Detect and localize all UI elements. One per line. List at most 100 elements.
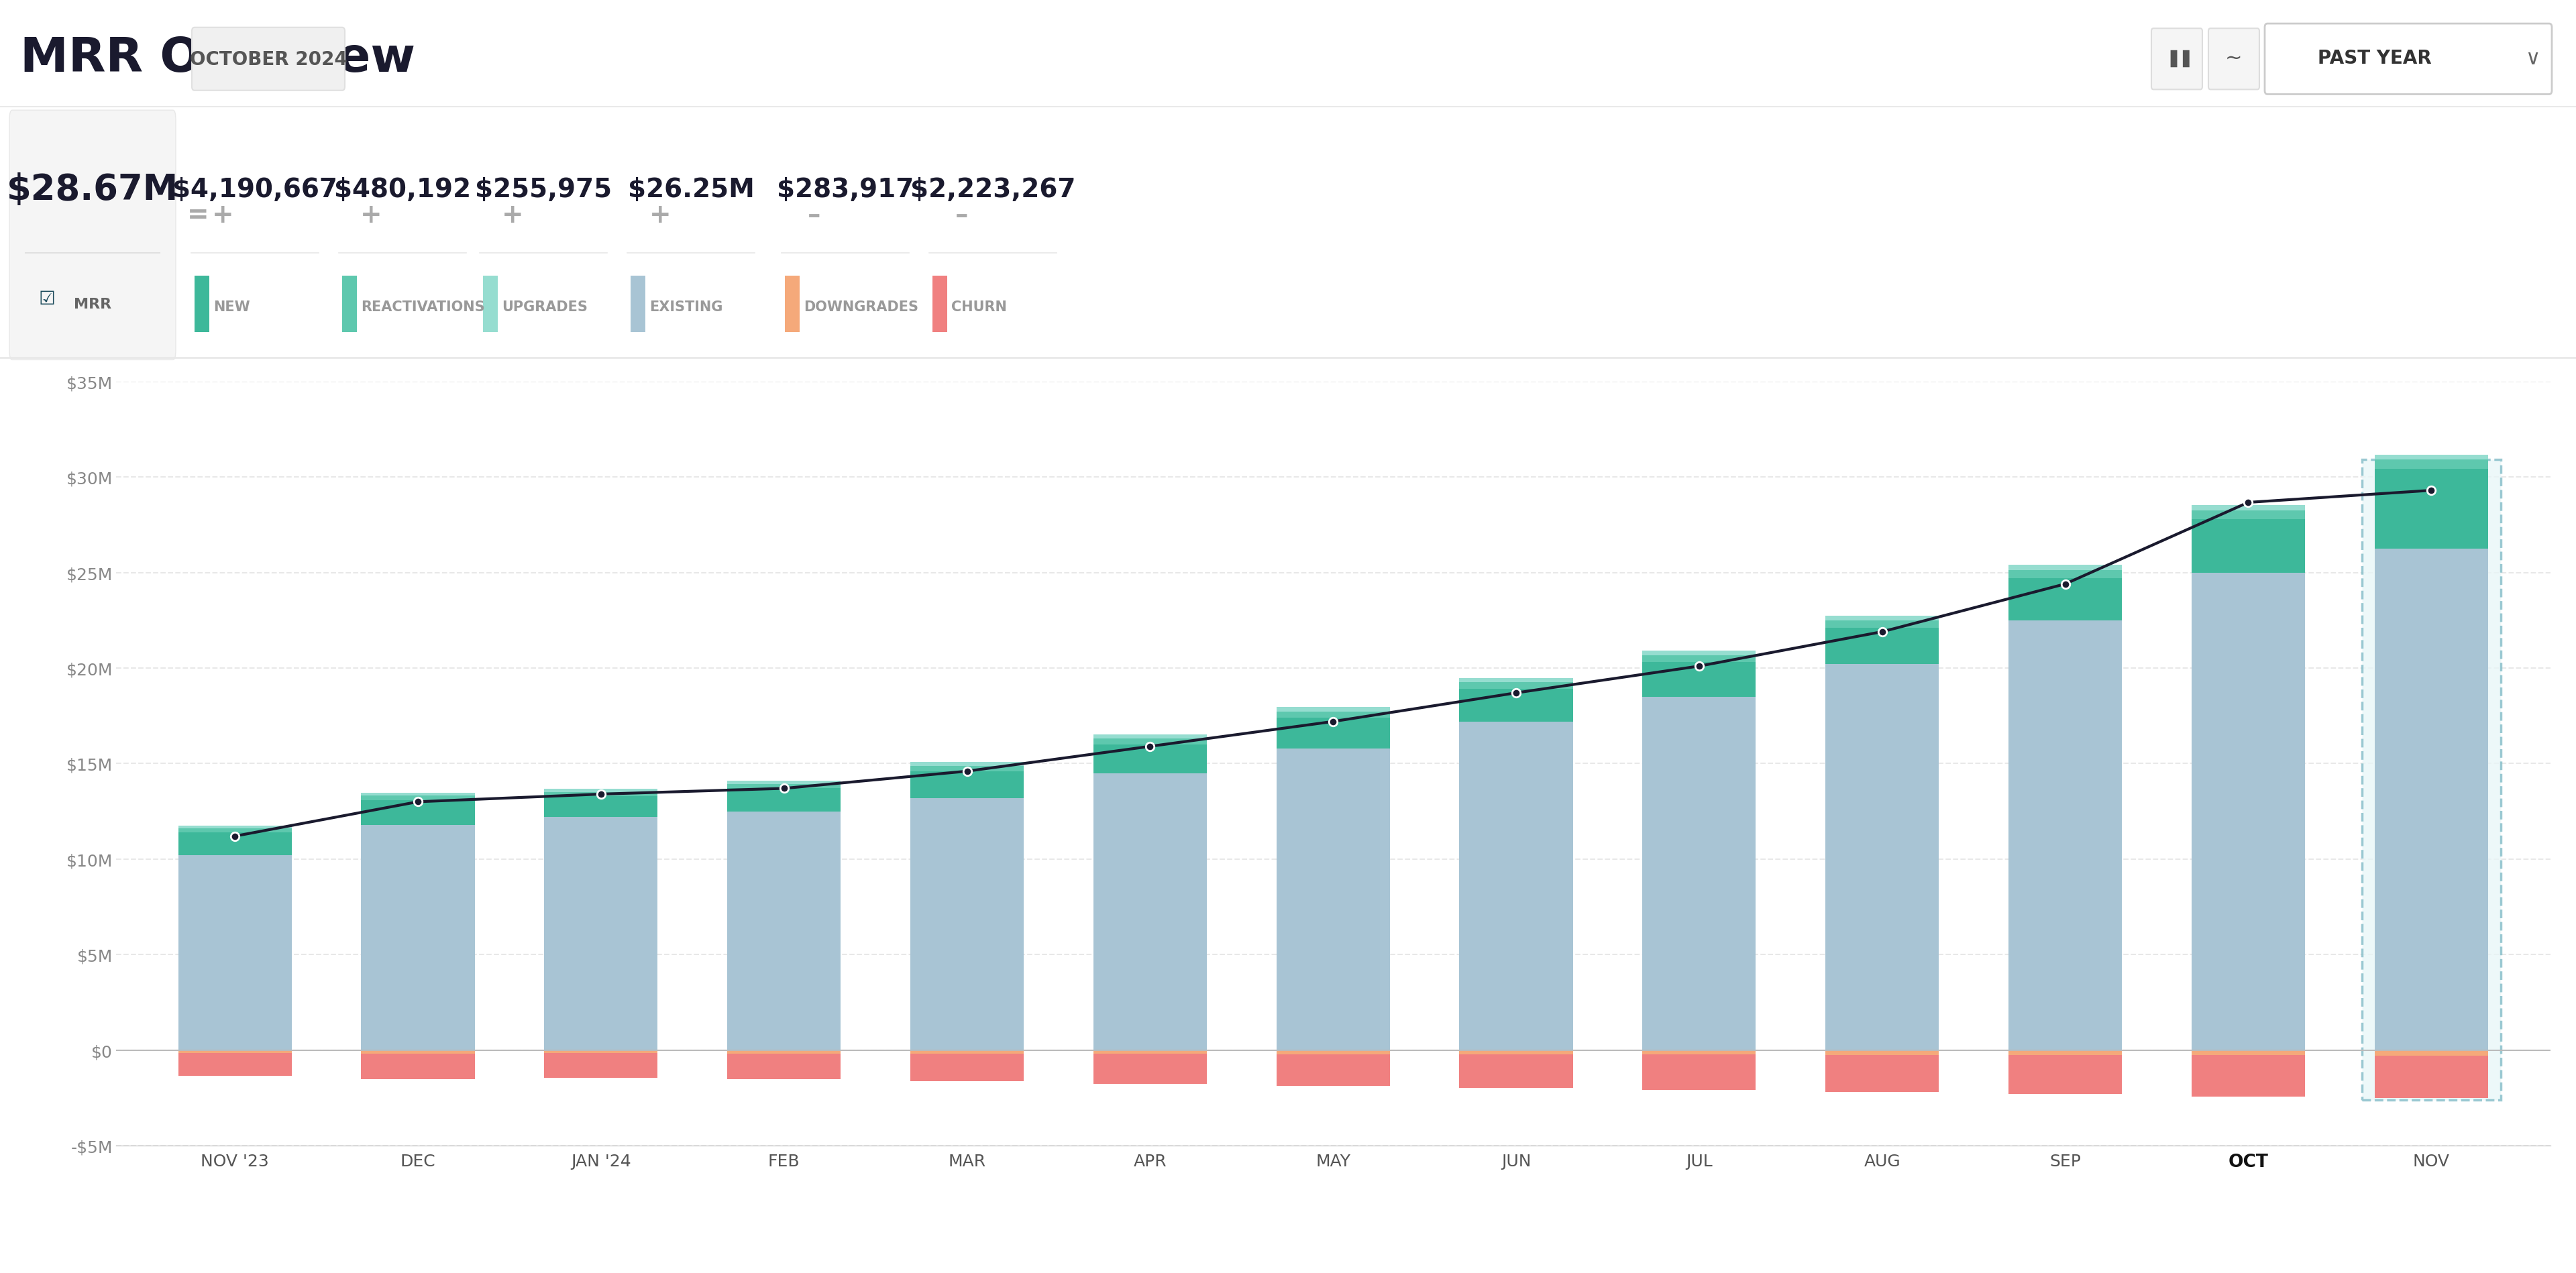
Bar — [1461, 682, 1574, 690]
FancyBboxPatch shape — [191, 28, 345, 90]
Bar — [178, 855, 291, 1050]
Bar — [631, 276, 647, 332]
Bar — [361, 1054, 474, 1080]
Bar — [544, 789, 657, 792]
Bar — [1092, 1050, 1206, 1054]
FancyBboxPatch shape — [10, 111, 175, 360]
Text: EXISTING: EXISTING — [649, 300, 724, 313]
Bar — [2362, 461, 2501, 1100]
Bar — [726, 812, 840, 1050]
Bar — [726, 784, 840, 789]
Bar — [1275, 718, 1391, 749]
Bar — [544, 817, 657, 1050]
Bar — [1092, 738, 1206, 745]
Bar — [1092, 774, 1206, 1050]
Bar — [1275, 712, 1391, 718]
Text: +: + — [649, 202, 670, 228]
Bar — [361, 793, 474, 796]
Bar — [544, 1053, 657, 1078]
FancyBboxPatch shape — [2151, 29, 2202, 90]
Bar — [2375, 549, 2488, 1050]
Bar — [361, 801, 474, 825]
Bar — [2009, 579, 2123, 621]
Bar — [2192, 1055, 2306, 1096]
Bar — [1826, 616, 1940, 621]
Bar — [909, 766, 1023, 771]
Text: MRR Overview: MRR Overview — [21, 36, 415, 81]
Text: CHURN: CHURN — [951, 300, 1007, 313]
Text: $2,223,267: $2,223,267 — [909, 177, 1077, 202]
Bar — [1826, 621, 1940, 629]
Bar — [1643, 663, 1757, 698]
Text: ☑: ☑ — [39, 290, 54, 308]
Bar — [196, 276, 209, 332]
Bar — [786, 276, 799, 332]
Text: +: + — [361, 202, 381, 228]
Bar — [1275, 1050, 1391, 1054]
FancyBboxPatch shape — [2208, 29, 2259, 90]
Bar — [1826, 629, 1940, 665]
Bar — [1826, 665, 1940, 1050]
Text: $28.67M: $28.67M — [8, 172, 178, 207]
Bar — [2192, 510, 2306, 519]
Bar — [726, 780, 840, 784]
Text: ▐▐: ▐▐ — [2164, 50, 2190, 67]
Bar — [2009, 621, 2123, 1050]
Bar — [909, 1054, 1023, 1082]
Bar — [2192, 519, 2306, 573]
Bar — [1275, 1054, 1391, 1086]
Bar — [178, 1053, 291, 1076]
Text: =: = — [188, 202, 209, 228]
Bar — [1092, 735, 1206, 738]
Bar — [2009, 565, 2123, 570]
Bar — [544, 792, 657, 797]
Bar — [343, 276, 358, 332]
Bar — [726, 1050, 840, 1054]
Bar — [1092, 745, 1206, 774]
Bar — [1643, 656, 1757, 663]
Bar — [2192, 1050, 2306, 1055]
Bar — [544, 797, 657, 817]
Bar — [1461, 690, 1574, 722]
Text: OCTOBER 2024: OCTOBER 2024 — [191, 50, 348, 69]
Bar — [178, 826, 291, 829]
Bar — [1092, 1054, 1206, 1083]
Text: PAST YEAR: PAST YEAR — [2318, 50, 2432, 67]
Text: $283,917: $283,917 — [778, 177, 914, 202]
Bar — [178, 1050, 291, 1053]
Bar — [544, 1050, 657, 1053]
Bar — [909, 798, 1023, 1050]
Bar — [361, 1050, 474, 1054]
Bar — [909, 771, 1023, 798]
Bar — [2375, 1055, 2488, 1099]
Bar — [361, 796, 474, 801]
Bar — [178, 833, 291, 855]
Text: NEW: NEW — [214, 300, 250, 313]
Bar — [2009, 570, 2123, 579]
Bar — [361, 825, 474, 1050]
Bar — [178, 829, 291, 833]
Bar — [2375, 454, 2488, 460]
Bar — [2375, 460, 2488, 468]
Bar — [1461, 679, 1574, 682]
Bar — [2009, 1055, 2123, 1095]
Bar — [1275, 749, 1391, 1050]
Bar — [909, 763, 1023, 766]
Text: –: – — [809, 202, 822, 228]
Bar — [2192, 573, 2306, 1050]
Text: $255,975: $255,975 — [474, 177, 613, 202]
Text: UPGRADES: UPGRADES — [502, 300, 587, 313]
Text: +: + — [502, 202, 523, 228]
FancyBboxPatch shape — [2264, 24, 2553, 95]
Text: MRR: MRR — [75, 298, 111, 311]
Text: +: + — [211, 202, 234, 228]
Text: $480,192: $480,192 — [335, 177, 471, 202]
Bar — [2375, 1050, 2488, 1055]
Bar — [1826, 1050, 1940, 1055]
Bar — [1643, 651, 1757, 656]
Text: –: – — [956, 202, 969, 228]
Bar — [909, 1050, 1023, 1054]
Text: DOWNGRADES: DOWNGRADES — [804, 300, 920, 313]
Text: REACTIVATIONS: REACTIVATIONS — [361, 300, 484, 313]
Bar — [726, 1054, 840, 1080]
